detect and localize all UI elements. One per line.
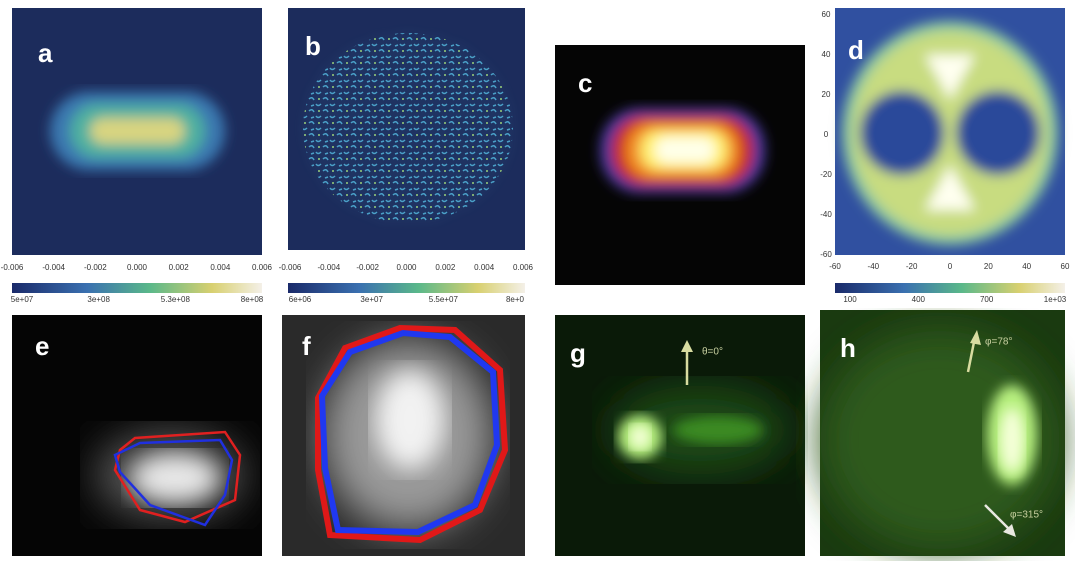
- y-tick-label: 0: [824, 130, 829, 139]
- x-tick-label: 0.002: [169, 263, 190, 272]
- colorbar-label: 5e+07: [11, 295, 34, 304]
- panel-d: [835, 8, 1065, 293]
- x-tick-label: 20: [984, 262, 993, 271]
- panel-e: [12, 315, 262, 556]
- x-tick-label: 0.004: [210, 263, 231, 272]
- panel-label: g: [570, 338, 586, 368]
- x-tick-label: -0.004: [42, 263, 65, 272]
- panel-b: [288, 8, 525, 293]
- x-tick-label: 0.002: [435, 263, 456, 272]
- x-tick-label: 0.000: [396, 263, 417, 272]
- x-tick-label: -0.002: [84, 263, 107, 272]
- colorbar-label: 8e+0: [506, 295, 525, 304]
- colorbar-label: 3e+08: [87, 295, 110, 304]
- x-tick-label: 0.004: [474, 263, 495, 272]
- x-tick-label: -40: [868, 262, 880, 271]
- annotation: φ=315°: [1010, 510, 1043, 521]
- colorbar-label: 700: [980, 295, 994, 304]
- y-tick-label: -40: [820, 210, 832, 219]
- panel-label: b: [305, 31, 321, 61]
- figure: a -0.006 -0.004 -0.002 0.000 0.002 0.004 0.006 5…: [0, 0, 1075, 561]
- y-tick-label: 40: [822, 50, 831, 59]
- x-tick-label: 0.006: [252, 263, 273, 272]
- panel-g: [555, 315, 805, 556]
- y-tick-label: -60: [820, 250, 832, 259]
- panel-label: f: [302, 331, 311, 361]
- panel-f: [282, 315, 525, 556]
- colorbar-label: 1e+03: [1044, 295, 1067, 304]
- x-tick-label: 0.006: [513, 263, 534, 272]
- panel-label: c: [578, 68, 592, 98]
- x-tick-label: -0.004: [317, 263, 340, 272]
- x-tick-label: -60: [829, 262, 841, 271]
- colorbar-label: 8e+08: [241, 295, 264, 304]
- annotation: θ=0°: [702, 347, 723, 358]
- x-tick-label: -0.002: [356, 263, 379, 272]
- x-tick-label: -0.006: [279, 263, 302, 272]
- colorbar-label: 3e+07: [360, 295, 383, 304]
- colorbar-label: 100: [843, 295, 857, 304]
- panel-c: [555, 45, 805, 285]
- y-tick-label: 20: [822, 90, 831, 99]
- x-tick-label: -0.006: [1, 263, 24, 272]
- annotation: φ=78°: [985, 337, 1012, 348]
- panel-label: e: [35, 331, 49, 361]
- x-tick-label: 0.000: [127, 263, 148, 272]
- x-tick-label: 60: [1061, 262, 1070, 271]
- x-tick-label: -20: [906, 262, 918, 271]
- x-tick-label: 40: [1022, 262, 1031, 271]
- panel-label: d: [848, 35, 864, 65]
- x-tick-label: 0: [948, 262, 953, 271]
- colorbar-label: 6e+06: [289, 295, 312, 304]
- colorbar-label: 5.5e+07: [429, 295, 459, 304]
- y-tick-label: 60: [822, 10, 831, 19]
- colorbar-label: 5.3e+08: [161, 295, 191, 304]
- panel-label: a: [38, 38, 53, 68]
- y-tick-label: -20: [820, 170, 832, 179]
- colorbar-label: 400: [912, 295, 926, 304]
- panel-label: h: [840, 333, 856, 363]
